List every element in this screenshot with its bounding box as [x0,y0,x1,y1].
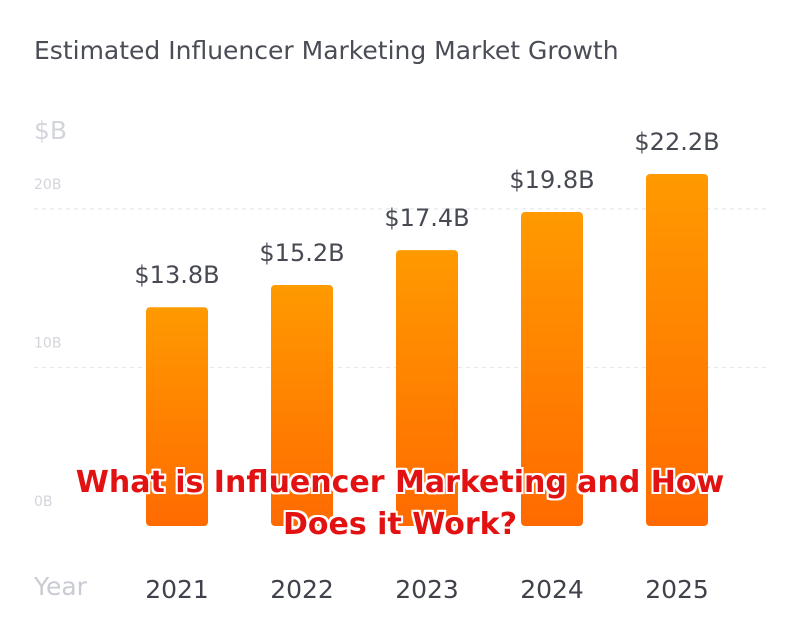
bar-value-label: $13.8B [134,261,219,289]
bars [146,174,708,527]
bar [646,174,708,526]
x-tick-label: 2021 [145,575,209,604]
x-tick-label: 2024 [520,575,584,604]
bar-value-label: $22.2B [634,128,719,156]
bar-value-label: $19.8B [509,166,594,194]
bar [271,284,333,526]
x-axis-title: Year [34,572,87,601]
bar [521,212,583,526]
x-tick-label: 2025 [645,575,709,604]
value-labels: $13.8B $15.2B $17.4B $19.8B $22.2B [134,128,719,289]
x-tick-label: 2022 [270,575,334,604]
bar [396,250,458,527]
y-tick-label: 0B [34,494,53,510]
chart-title: Estimated Influencer Marketing Market Gr… [34,36,619,65]
y-tick-label: 10B [34,335,61,351]
x-tick-label: 2023 [395,575,459,604]
y-tick-label: 20B [34,177,61,193]
y-axis-unit-label: $B [34,116,68,145]
bar-value-label: $15.2B [259,239,344,267]
y-tick-labels: 0B 10B 20B [34,177,61,510]
bar [146,307,208,526]
category-labels: 2021 2022 2023 2024 2025 [145,575,709,604]
bar-value-label: $17.4B [384,204,469,232]
